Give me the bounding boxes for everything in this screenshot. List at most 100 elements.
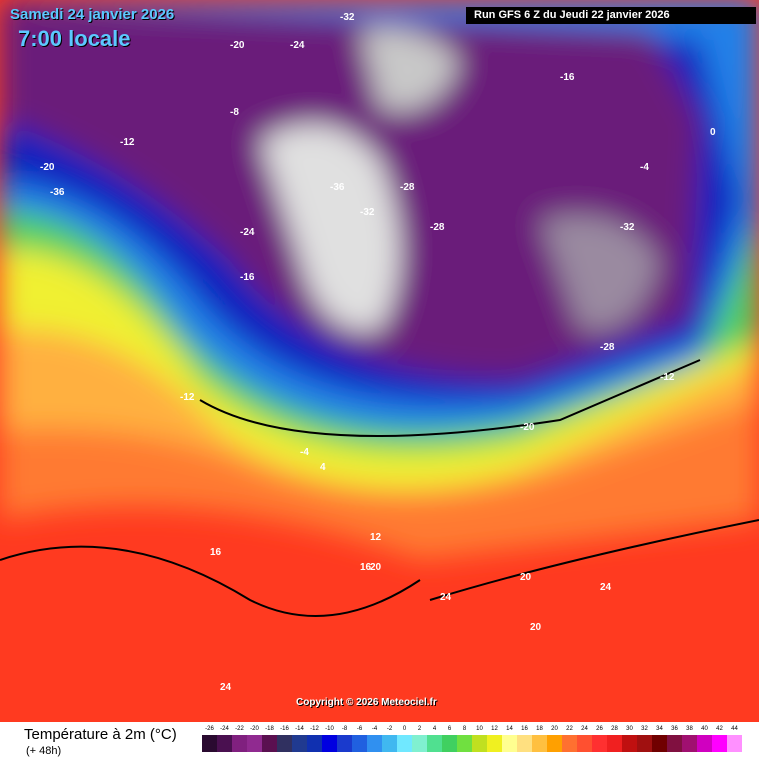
legend-value: -4 (371, 726, 378, 732)
legend-step: -20 (247, 726, 262, 752)
temperature-label: -20 (520, 422, 535, 433)
legend-value: 10 (476, 726, 483, 732)
legend-swatch (307, 735, 322, 752)
legend-step: 2 (412, 726, 427, 752)
temperature-label: -36 (50, 187, 65, 198)
legend-swatch (247, 735, 262, 752)
legend-value: 38 (686, 726, 693, 732)
legend-title: Température à 2m (°C) (24, 726, 177, 743)
temperature-label: -4 (640, 162, 649, 173)
legend-swatch (322, 735, 337, 752)
legend-step: 36 (667, 726, 682, 752)
legend-value: 34 (656, 726, 663, 732)
temperature-label: -20 (40, 162, 55, 173)
legend-step: -26 (202, 726, 217, 752)
legend-value: -20 (250, 726, 259, 732)
temperature-label: 20 (370, 562, 382, 573)
legend-step: -8 (337, 726, 352, 752)
legend-swatch (442, 735, 457, 752)
temperature-label: -32 (360, 207, 375, 218)
temperature-label: -16 (560, 72, 575, 83)
legend-swatch (727, 735, 742, 752)
legend-value: 6 (447, 726, 452, 732)
legend-value: -18 (265, 726, 274, 732)
legend-swatch (547, 735, 562, 752)
legend-swatch (682, 735, 697, 752)
legend-swatch (232, 735, 247, 752)
legend-value: 24 (581, 726, 588, 732)
legend-value: 44 (731, 726, 738, 732)
legend-swatch (532, 735, 547, 752)
temperature-label: -4 (300, 447, 309, 458)
legend-value: 32 (641, 726, 648, 732)
legend-value: 2 (417, 726, 422, 732)
model-run-info: Run GFS 6 Z du Jeudi 22 janvier 2026 (466, 7, 756, 24)
temperature-label: 16 (210, 547, 222, 558)
legend-swatch (262, 735, 277, 752)
legend-value: 18 (536, 726, 543, 732)
temperature-label: -36 (330, 182, 345, 193)
legend-swatch (502, 735, 517, 752)
legend-step: 12 (487, 726, 502, 752)
legend-value: -10 (325, 726, 334, 732)
legend-step: 34 (652, 726, 667, 752)
legend-value: -14 (295, 726, 304, 732)
legend-step: 38 (682, 726, 697, 752)
temperature-map: -20 -24 -32 -36 -28 -16 -12 -8 -4 0 -20 -28 -32 -24 -1… (0, 0, 759, 722)
temperature-label: -12 (120, 137, 135, 148)
legend-step: -10 (322, 726, 337, 752)
temperature-label: 16 (360, 562, 372, 573)
legend-swatch (277, 735, 292, 752)
legend-value: -16 (280, 726, 289, 732)
temperature-label: -28 (430, 222, 445, 233)
legend-swatch (487, 735, 502, 752)
legend-swatch (607, 735, 622, 752)
temperature-label: 4 (320, 462, 326, 473)
temperature-label: -12 (660, 372, 675, 383)
legend-swatch (472, 735, 487, 752)
legend-swatch (622, 735, 637, 752)
legend-value: 26 (596, 726, 603, 732)
legend-step: 14 (502, 726, 517, 752)
color-scale: -26 -24 -22 -20 -18 -16 -14 -12 -10 -8 -6 -4 -2 0 2 4 6 8… (202, 726, 742, 752)
temperature-label: 24 (220, 682, 232, 693)
legend-value: -22 (235, 726, 244, 732)
legend-value: -2 (386, 726, 393, 732)
legend-step: -4 (367, 726, 382, 752)
legend-step: -24 (217, 726, 232, 752)
temperature-label: -24 (240, 227, 255, 238)
legend-value: 42 (716, 726, 723, 732)
legend-step: -22 (232, 726, 247, 752)
legend-step: 8 (457, 726, 472, 752)
legend-swatch (592, 735, 607, 752)
legend-step: 6 (442, 726, 457, 752)
legend-swatch (337, 735, 352, 752)
legend-value: -6 (356, 726, 363, 732)
legend-swatch (202, 735, 217, 752)
temperature-label: 12 (370, 532, 382, 543)
legend-value: 20 (551, 726, 558, 732)
temperature-label: -28 (600, 342, 615, 353)
legend-step: -16 (277, 726, 292, 752)
legend-swatch (577, 735, 592, 752)
temperature-label: -20 (230, 40, 245, 51)
legend-value: -26 (205, 726, 214, 732)
legend-value: 36 (671, 726, 678, 732)
legend-swatch (427, 735, 442, 752)
temperature-label: -16 (240, 272, 255, 283)
legend-step: 42 (712, 726, 727, 752)
legend-swatch (397, 735, 412, 752)
temperature-label: 24 (600, 582, 612, 593)
legend-swatch (382, 735, 397, 752)
legend-value: -24 (220, 726, 229, 732)
legend-swatch (292, 735, 307, 752)
copyright: Copyright © 2026 Meteociel.fr (296, 697, 437, 708)
legend-step: 0 (397, 726, 412, 752)
temperature-label: -8 (230, 107, 239, 118)
legend-swatch (517, 735, 532, 752)
legend-swatch (562, 735, 577, 752)
legend-step: 20 (547, 726, 562, 752)
legend-subtitle: (+ 48h) (26, 745, 62, 757)
temperature-label: 20 (530, 622, 542, 633)
legend-value: -12 (310, 726, 319, 732)
